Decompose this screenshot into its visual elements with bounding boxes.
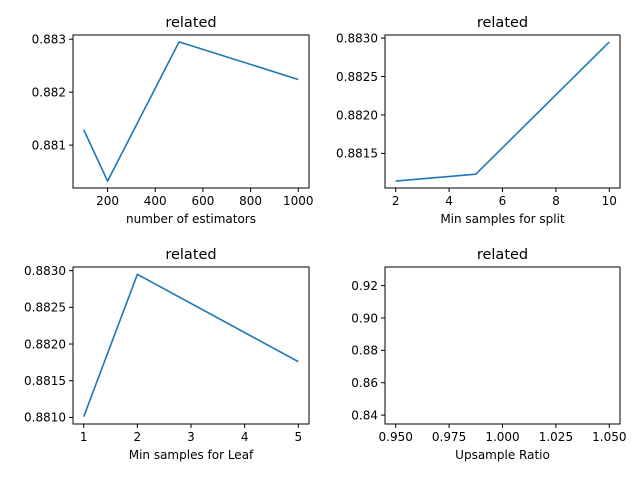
x-axis-label: Min samples for Leaf [129,448,254,462]
x-tick-label: 1.000 [485,430,519,444]
x-tick-label: 6 [499,194,507,208]
axes-frame [72,266,310,425]
x-axis-label: Upsample Ratio [455,448,550,462]
y-tick-label: 0.883 [32,33,66,47]
x-tick-label: 0.975 [432,430,466,444]
subplot-2: 2 4 6 8 10 0.8815 0.8820 0.8825 0.8830 related Min… [336,15,621,226]
subplot-title: related [477,247,528,263]
x-tick-label: 3 [187,430,195,444]
x-tick-label: 600 [191,194,214,208]
y-tick-label: 0.8820 [24,337,66,351]
axes-frame [384,34,621,189]
x-tick-label: 4 [445,194,453,208]
y-tick-label: 0.90 [351,311,378,325]
x-tick-label: 1000 [283,194,314,208]
x-tick-label: 4 [241,430,249,444]
x-tick-label: 2 [392,194,400,208]
x-tick-label: 200 [96,194,119,208]
y-tick-label: 0.8825 [336,70,378,84]
x-tick-label: 2 [134,430,142,444]
x-axis-label: number of estimators [126,212,256,226]
y-tick-label: 0.8815 [24,374,66,388]
y-tick-label: 0.8830 [336,31,378,45]
subplot-3: 1 2 3 4 5 0.8810 0.8815 0.8820 0.8825 0.8830 relat… [24,247,310,462]
y-tick-label: 0.8810 [24,411,66,425]
subplot-title: related [165,247,216,263]
series-line [395,41,610,182]
x-tick-label: 8 [552,194,560,208]
y-tick-label: 0.92 [351,279,378,293]
x-tick-label: 5 [294,430,302,444]
x-tick-label: 1.050 [592,430,626,444]
x-tick-label: 1 [80,430,88,444]
y-tick-label: 0.8820 [336,108,378,122]
x-tick-label: 1.025 [539,430,573,444]
y-tick-label: 0.8825 [24,301,66,315]
subplot-title: related [477,15,528,31]
axes-frame [72,34,310,189]
series-line [82,273,299,417]
y-tick-label: 0.84 [351,408,378,422]
y-tick-label: 0.86 [351,376,378,390]
subplot-4: 0.950 0.975 1.000 1.025 1.050 0.84 0.86 0.88 0.9… [351,247,626,462]
y-tick-label: 0.882 [32,85,66,99]
x-tick-label: 0.950 [379,430,413,444]
y-tick-label: 0.8830 [24,264,66,278]
y-tick-label: 0.8815 [336,147,378,161]
x-axis-label: Min samples for split [440,212,565,226]
x-tick-label: 10 [602,194,617,208]
axes-frame [384,266,621,425]
y-tick-label: 0.881 [32,138,66,152]
subplot-title: related [165,15,216,31]
y-tick-label: 0.88 [351,344,378,358]
x-tick-label: 400 [144,194,167,208]
x-tick-label: 800 [239,194,262,208]
series-line [83,41,299,182]
subplot-1: 200 400 600 800 1000 0.881 0.882 0.883 related nu… [32,15,314,226]
